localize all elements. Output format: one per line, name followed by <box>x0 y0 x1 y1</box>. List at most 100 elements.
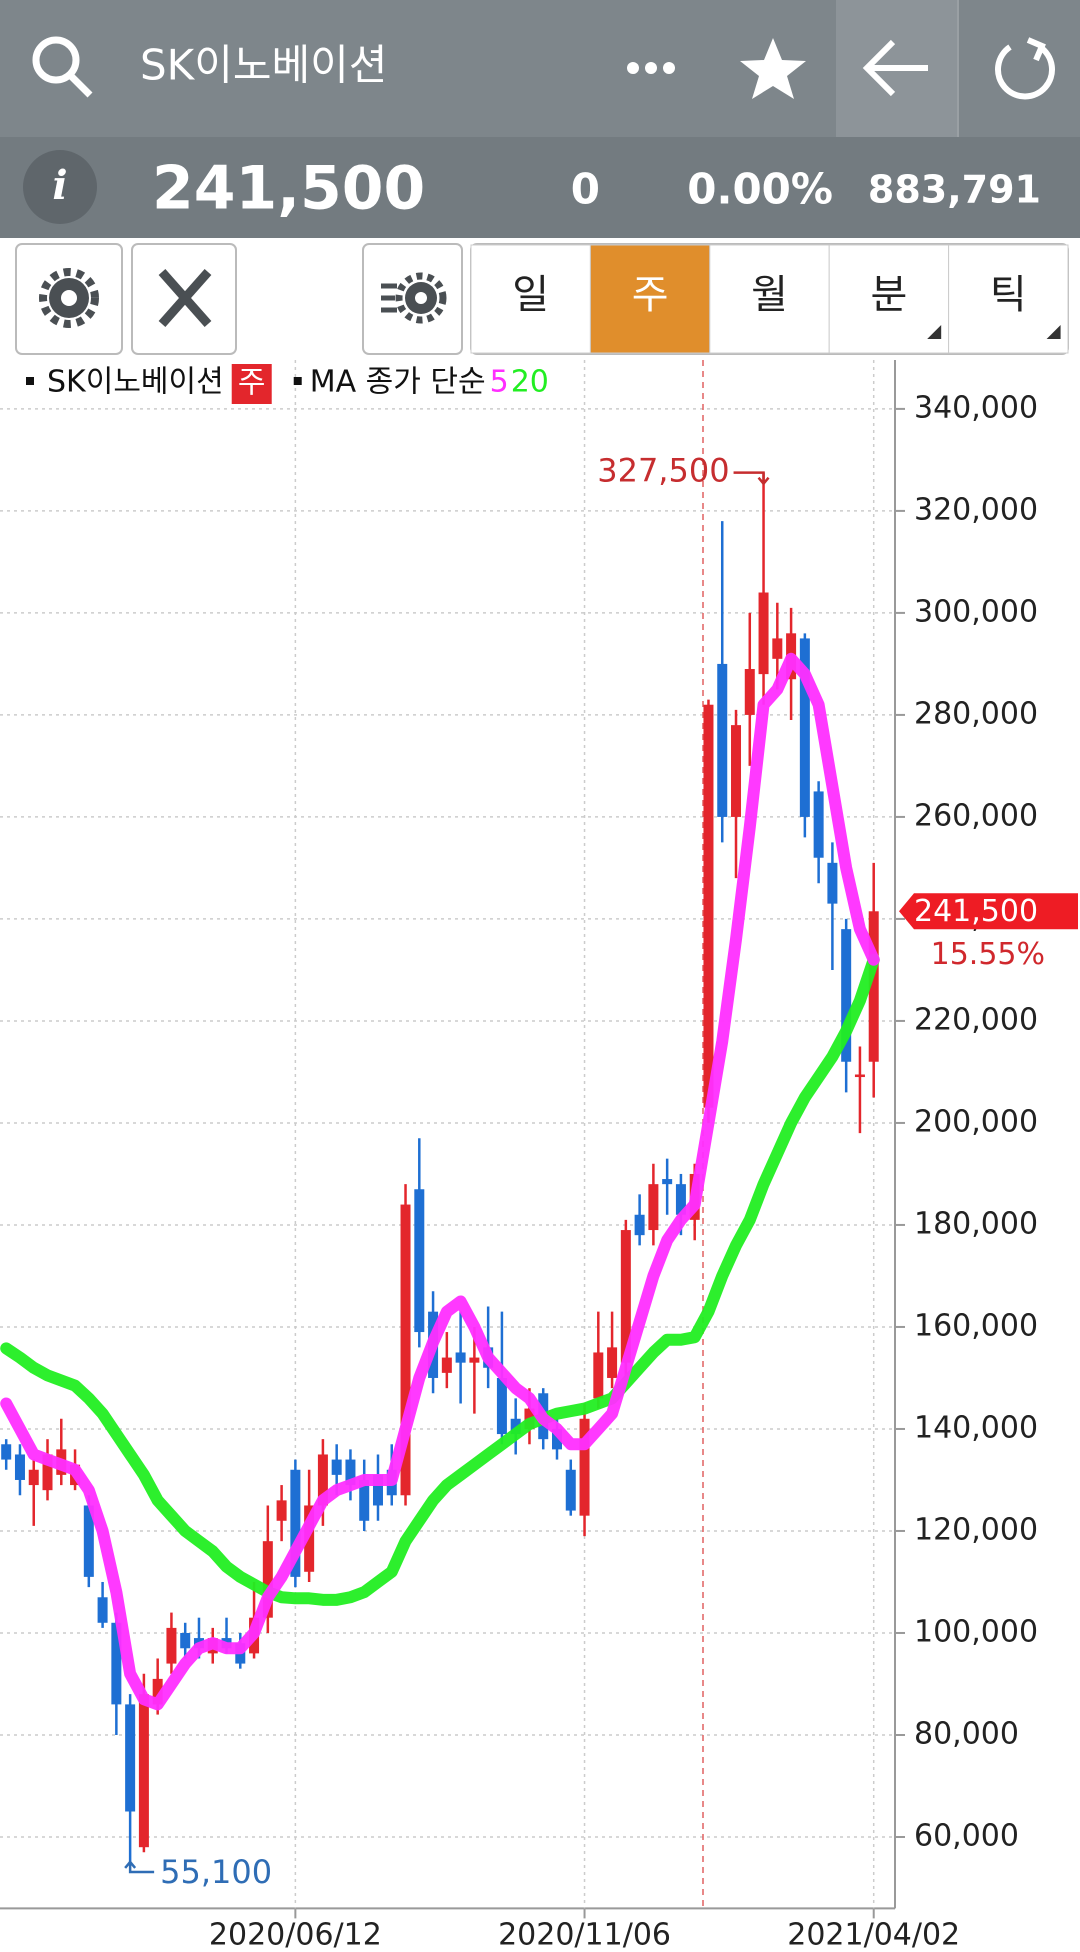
y-tick-label: 80,000 <box>914 1716 1019 1751</box>
candle-body <box>372 1474 383 1506</box>
candle-body <box>675 1184 686 1215</box>
legend-bullet <box>293 377 302 385</box>
tools-button[interactable] <box>131 243 237 355</box>
candle-body <box>717 663 728 817</box>
candle-body <box>166 1627 177 1664</box>
legend-label: SK이노베이션 <box>47 365 224 400</box>
y-tick-label: 200,000 <box>914 1104 1038 1139</box>
candle-body <box>593 1352 604 1399</box>
last-change-label: 15.55% <box>931 937 1045 972</box>
candle-body <box>1 1444 12 1460</box>
candle-body <box>772 638 783 659</box>
tab-corner <box>1046 325 1061 339</box>
tab[interactable] <box>828 244 950 354</box>
candle-body <box>42 1454 53 1491</box>
change: 0 <box>571 165 600 214</box>
y-tick-label: 340,000 <box>914 390 1038 425</box>
low-arrow <box>124 1860 155 1874</box>
y-tick-label: 60,000 <box>914 1818 1019 1853</box>
period-badge-bg <box>231 364 272 404</box>
legend-label: MA 종가 단순 <box>310 365 486 400</box>
candle-body <box>662 1179 673 1185</box>
candle-body <box>813 791 824 858</box>
high-arrow <box>733 471 770 486</box>
candle-body <box>125 1704 136 1812</box>
back-icon[interactable] <box>862 39 928 97</box>
candle-body <box>620 1230 631 1363</box>
candle-body <box>552 1428 562 1450</box>
x-tick-label: 2020/11/06 <box>498 1918 671 1949</box>
candle-body <box>496 1377 507 1435</box>
settings-button[interactable] <box>15 243 123 355</box>
y-tick-label: 260,000 <box>914 798 1038 833</box>
x-tick-label: 2020/06/12 <box>209 1918 382 1949</box>
period-badge: 주 <box>238 366 266 401</box>
y-tick-label: 120,000 <box>914 1512 1038 1547</box>
tab-label: 주 <box>632 272 669 318</box>
info-button[interactable] <box>23 150 97 224</box>
legend-entry: 5 <box>490 365 509 400</box>
candle-body <box>854 1074 865 1078</box>
candle-body <box>634 1214 645 1236</box>
candle-body <box>455 1352 466 1363</box>
tab[interactable] <box>709 244 830 354</box>
quote-bar <box>0 137 1080 238</box>
candle-body <box>262 1541 273 1618</box>
low-label: 55,100 <box>160 1853 272 1891</box>
candle-body <box>469 1357 480 1363</box>
candle-body <box>648 1184 659 1231</box>
candle-body <box>731 725 742 817</box>
tab[interactable] <box>948 244 1069 354</box>
y-tick-label: 160,000 <box>914 1308 1038 1343</box>
candle-body <box>317 1454 328 1506</box>
candle-body <box>400 1204 411 1496</box>
tab-label: 일 <box>512 272 549 318</box>
last-price-label: 241,500 <box>914 894 1038 929</box>
tab-label: 틱 <box>990 272 1027 318</box>
y-tick-label: 300,000 <box>914 594 1038 629</box>
refresh-icon[interactable] <box>995 37 1055 100</box>
candle-body <box>331 1459 342 1475</box>
price: 241,500 <box>152 154 425 224</box>
candle-body <box>97 1597 108 1623</box>
ma-line <box>0 953 880 1606</box>
ma-line <box>0 652 880 1711</box>
candle-body <box>758 592 769 675</box>
chart-settings-button[interactable] <box>362 243 463 355</box>
candle-body <box>607 1347 618 1378</box>
candle-body <box>304 1505 315 1572</box>
search-icon[interactable] <box>32 36 93 98</box>
y-tick-label: 280,000 <box>914 696 1038 731</box>
candle-body <box>152 1678 163 1705</box>
app-title: SK이노베이션 <box>140 41 387 90</box>
candle-body <box>414 1189 425 1333</box>
candle-body <box>138 1694 149 1848</box>
info-label: i <box>52 162 67 209</box>
y-tick-label: 320,000 <box>914 492 1038 527</box>
y-tick-label: 100,000 <box>914 1614 1038 1649</box>
tab-label: 분 <box>870 272 907 318</box>
candle-body <box>565 1469 576 1511</box>
x-tick-label: 2021/04/02 <box>787 1918 960 1949</box>
candle-body <box>180 1632 191 1649</box>
more-icon[interactable] <box>627 62 675 74</box>
legend-entry: 20 <box>511 365 549 400</box>
candle-body <box>868 911 879 1062</box>
y-tick-label: 140,000 <box>914 1410 1038 1445</box>
tab-corner <box>927 325 942 339</box>
candle-body <box>703 704 714 1108</box>
candle-body <box>345 1459 356 1486</box>
tab[interactable] <box>589 244 711 354</box>
candle-body <box>841 929 852 1062</box>
candle-body <box>441 1357 452 1373</box>
candle-body <box>359 1479 370 1521</box>
legend-bullet <box>26 377 34 385</box>
candle-body <box>510 1418 521 1435</box>
candle-body <box>28 1469 39 1486</box>
candle-body <box>83 1505 94 1577</box>
star-icon[interactable] <box>740 38 806 99</box>
candle-body <box>579 1418 590 1516</box>
y-tick-label: 180,000 <box>914 1206 1038 1241</box>
